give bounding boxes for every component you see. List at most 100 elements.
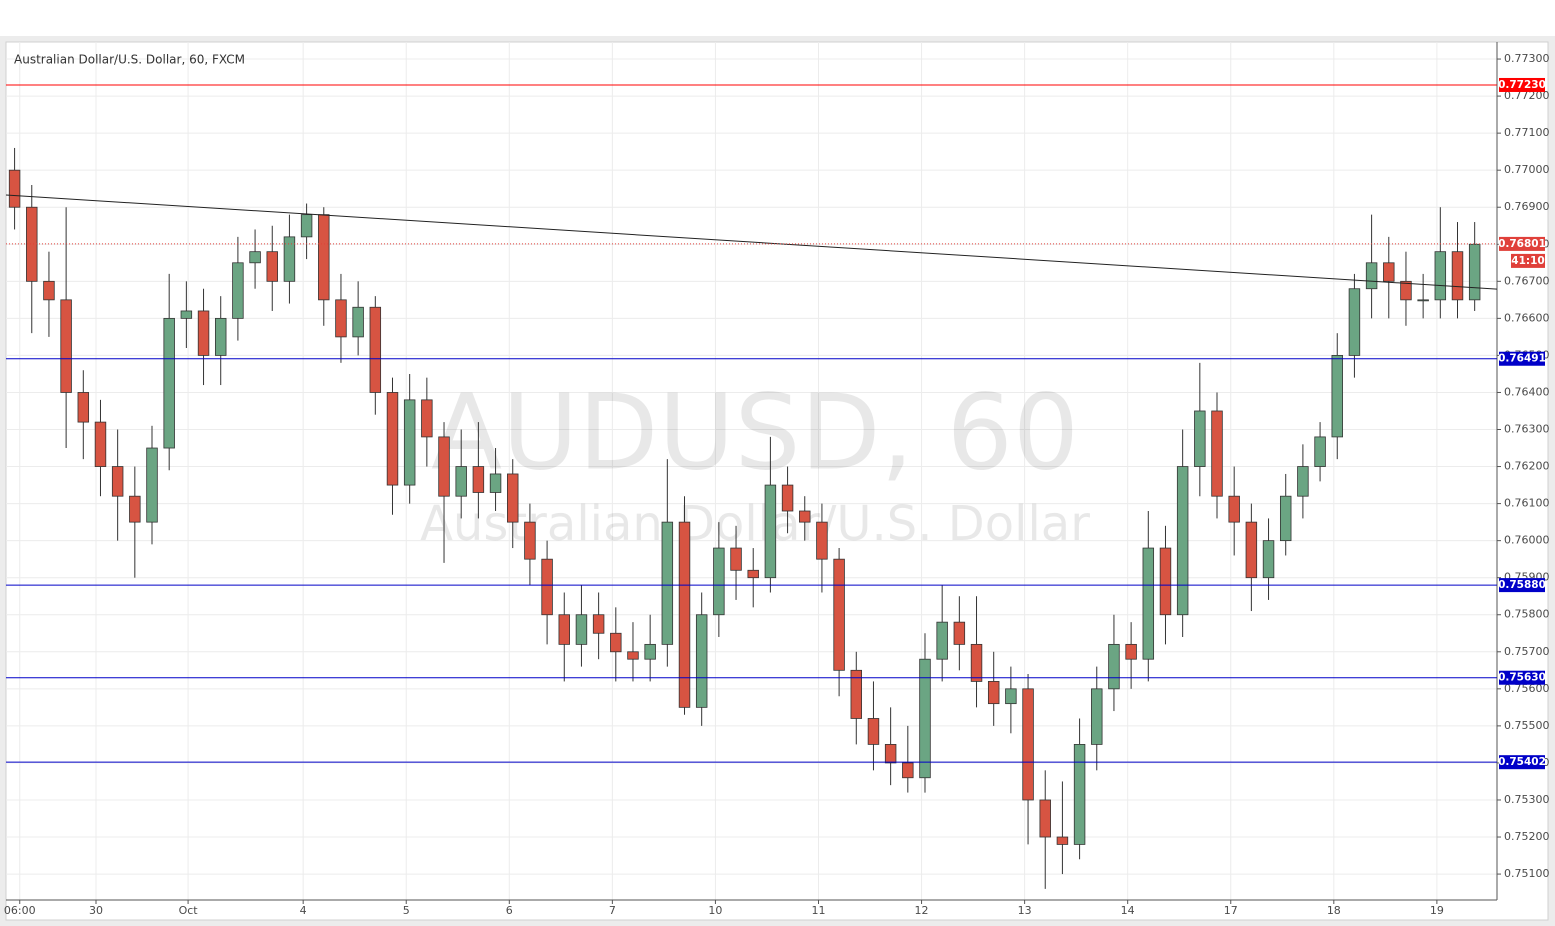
candle-body <box>541 558 553 616</box>
candle-body <box>8 169 21 208</box>
y-tick-label: 0.76300 <box>1504 423 1550 436</box>
candle-body <box>524 521 536 560</box>
candle-body <box>713 547 725 616</box>
candle-body <box>438 436 450 497</box>
level-box <box>1499 578 1545 593</box>
candle-body <box>764 484 777 579</box>
candle-body <box>1245 521 1258 579</box>
candle-body <box>850 669 863 719</box>
x-tick-label: 4 <box>300 904 307 917</box>
candle-body <box>352 306 364 338</box>
last-price-box <box>1499 236 1545 251</box>
candle-body <box>558 614 570 645</box>
candle-body <box>1039 799 1051 838</box>
x-tick-label: 12 <box>915 904 929 917</box>
level-box <box>1499 351 1545 366</box>
candle-body <box>197 310 210 356</box>
candle-body <box>1314 436 1326 467</box>
y-tick-label: 0.75500 <box>1504 719 1550 732</box>
candle-body <box>318 214 330 301</box>
candle-body <box>1125 643 1137 660</box>
candle-body <box>403 399 416 486</box>
y-tick-label: 0.76900 <box>1504 200 1550 213</box>
level-label: 0.75880 <box>1498 579 1546 591</box>
candle-body <box>747 569 759 579</box>
candle-body <box>146 447 158 523</box>
y-tick-label: 0.75200 <box>1504 830 1550 843</box>
candle-body <box>1434 251 1447 301</box>
candle-body <box>335 299 347 338</box>
candle-body <box>799 510 811 523</box>
level-box <box>1499 755 1545 770</box>
level-label: 0.75630 <box>1498 672 1546 684</box>
x-tick-label: 06:00 <box>4 904 36 917</box>
candle-body <box>1073 744 1086 845</box>
x-tick-label: 19 <box>1430 904 1444 917</box>
y-tick-label: 0.76000 <box>1504 534 1550 547</box>
candle-body <box>575 614 588 645</box>
candle-body <box>163 317 175 449</box>
y-tick-label: 0.76600 <box>1504 311 1550 324</box>
candle-body <box>1348 288 1361 356</box>
y-tick-label: 0.75300 <box>1504 793 1550 806</box>
candle-body <box>695 614 708 708</box>
y-tick-label: 0.75700 <box>1504 645 1550 658</box>
last-price-label: 0.76801 <box>1498 238 1546 250</box>
trend-line <box>5 194 1498 290</box>
candle-body <box>1262 540 1275 579</box>
candle-body <box>60 299 72 393</box>
candle-body <box>26 206 38 282</box>
chart-frame <box>5 41 1549 921</box>
y-tick-label: 0.75800 <box>1504 608 1550 621</box>
candle-body <box>214 317 227 356</box>
level-label: 0.76491 <box>1498 353 1546 365</box>
watermark-description: Australian Dollar/U.S. Dollar <box>420 496 1090 552</box>
candle-body <box>300 214 313 238</box>
candle-body <box>936 621 948 660</box>
watermark-symbol: AUDUSD, 60 <box>431 371 1079 493</box>
x-tick-label: 13 <box>1018 904 1032 917</box>
candle-body <box>730 547 742 571</box>
level-box <box>1499 670 1545 685</box>
candle-body <box>816 521 828 560</box>
candle-body <box>1451 251 1464 301</box>
candle-body <box>1005 688 1017 705</box>
candle-body <box>1331 355 1343 438</box>
candle-body <box>953 621 966 645</box>
y-tick-label: 0.75100 <box>1504 867 1550 880</box>
candle-body <box>1056 836 1069 845</box>
x-tick-label: 10 <box>708 904 722 917</box>
candle-body <box>129 495 141 523</box>
candle-body <box>421 399 433 438</box>
candle-body <box>644 643 656 660</box>
x-tick-label: 30 <box>89 904 103 917</box>
candle-body <box>180 310 193 319</box>
candle-body <box>678 521 691 708</box>
candle-body <box>627 651 639 660</box>
level-box <box>1499 77 1545 92</box>
y-tick-label: 0.76200 <box>1504 460 1550 473</box>
candle-body <box>369 306 382 393</box>
candle-body <box>970 643 983 682</box>
candle-body <box>781 484 794 512</box>
y-tick-label: 0.75600 <box>1504 682 1550 695</box>
candle-body <box>1142 547 1155 660</box>
candle-body <box>249 251 261 264</box>
candle-body <box>111 466 124 497</box>
candle-body <box>1091 688 1103 745</box>
candle-body <box>1228 495 1240 523</box>
candle-body <box>1108 643 1120 690</box>
candle-body <box>507 473 519 523</box>
candle-body <box>610 632 622 653</box>
x-tick-label: 5 <box>403 904 410 917</box>
candle-body <box>919 658 931 779</box>
candle-body <box>266 251 278 282</box>
candle-body <box>1383 262 1395 282</box>
candle-body <box>1297 466 1309 497</box>
candle-body <box>43 280 55 301</box>
x-tick-label: 6 <box>506 904 513 917</box>
candle-body <box>592 614 605 634</box>
candle-body <box>232 262 244 319</box>
candle-body <box>1468 243 1481 301</box>
